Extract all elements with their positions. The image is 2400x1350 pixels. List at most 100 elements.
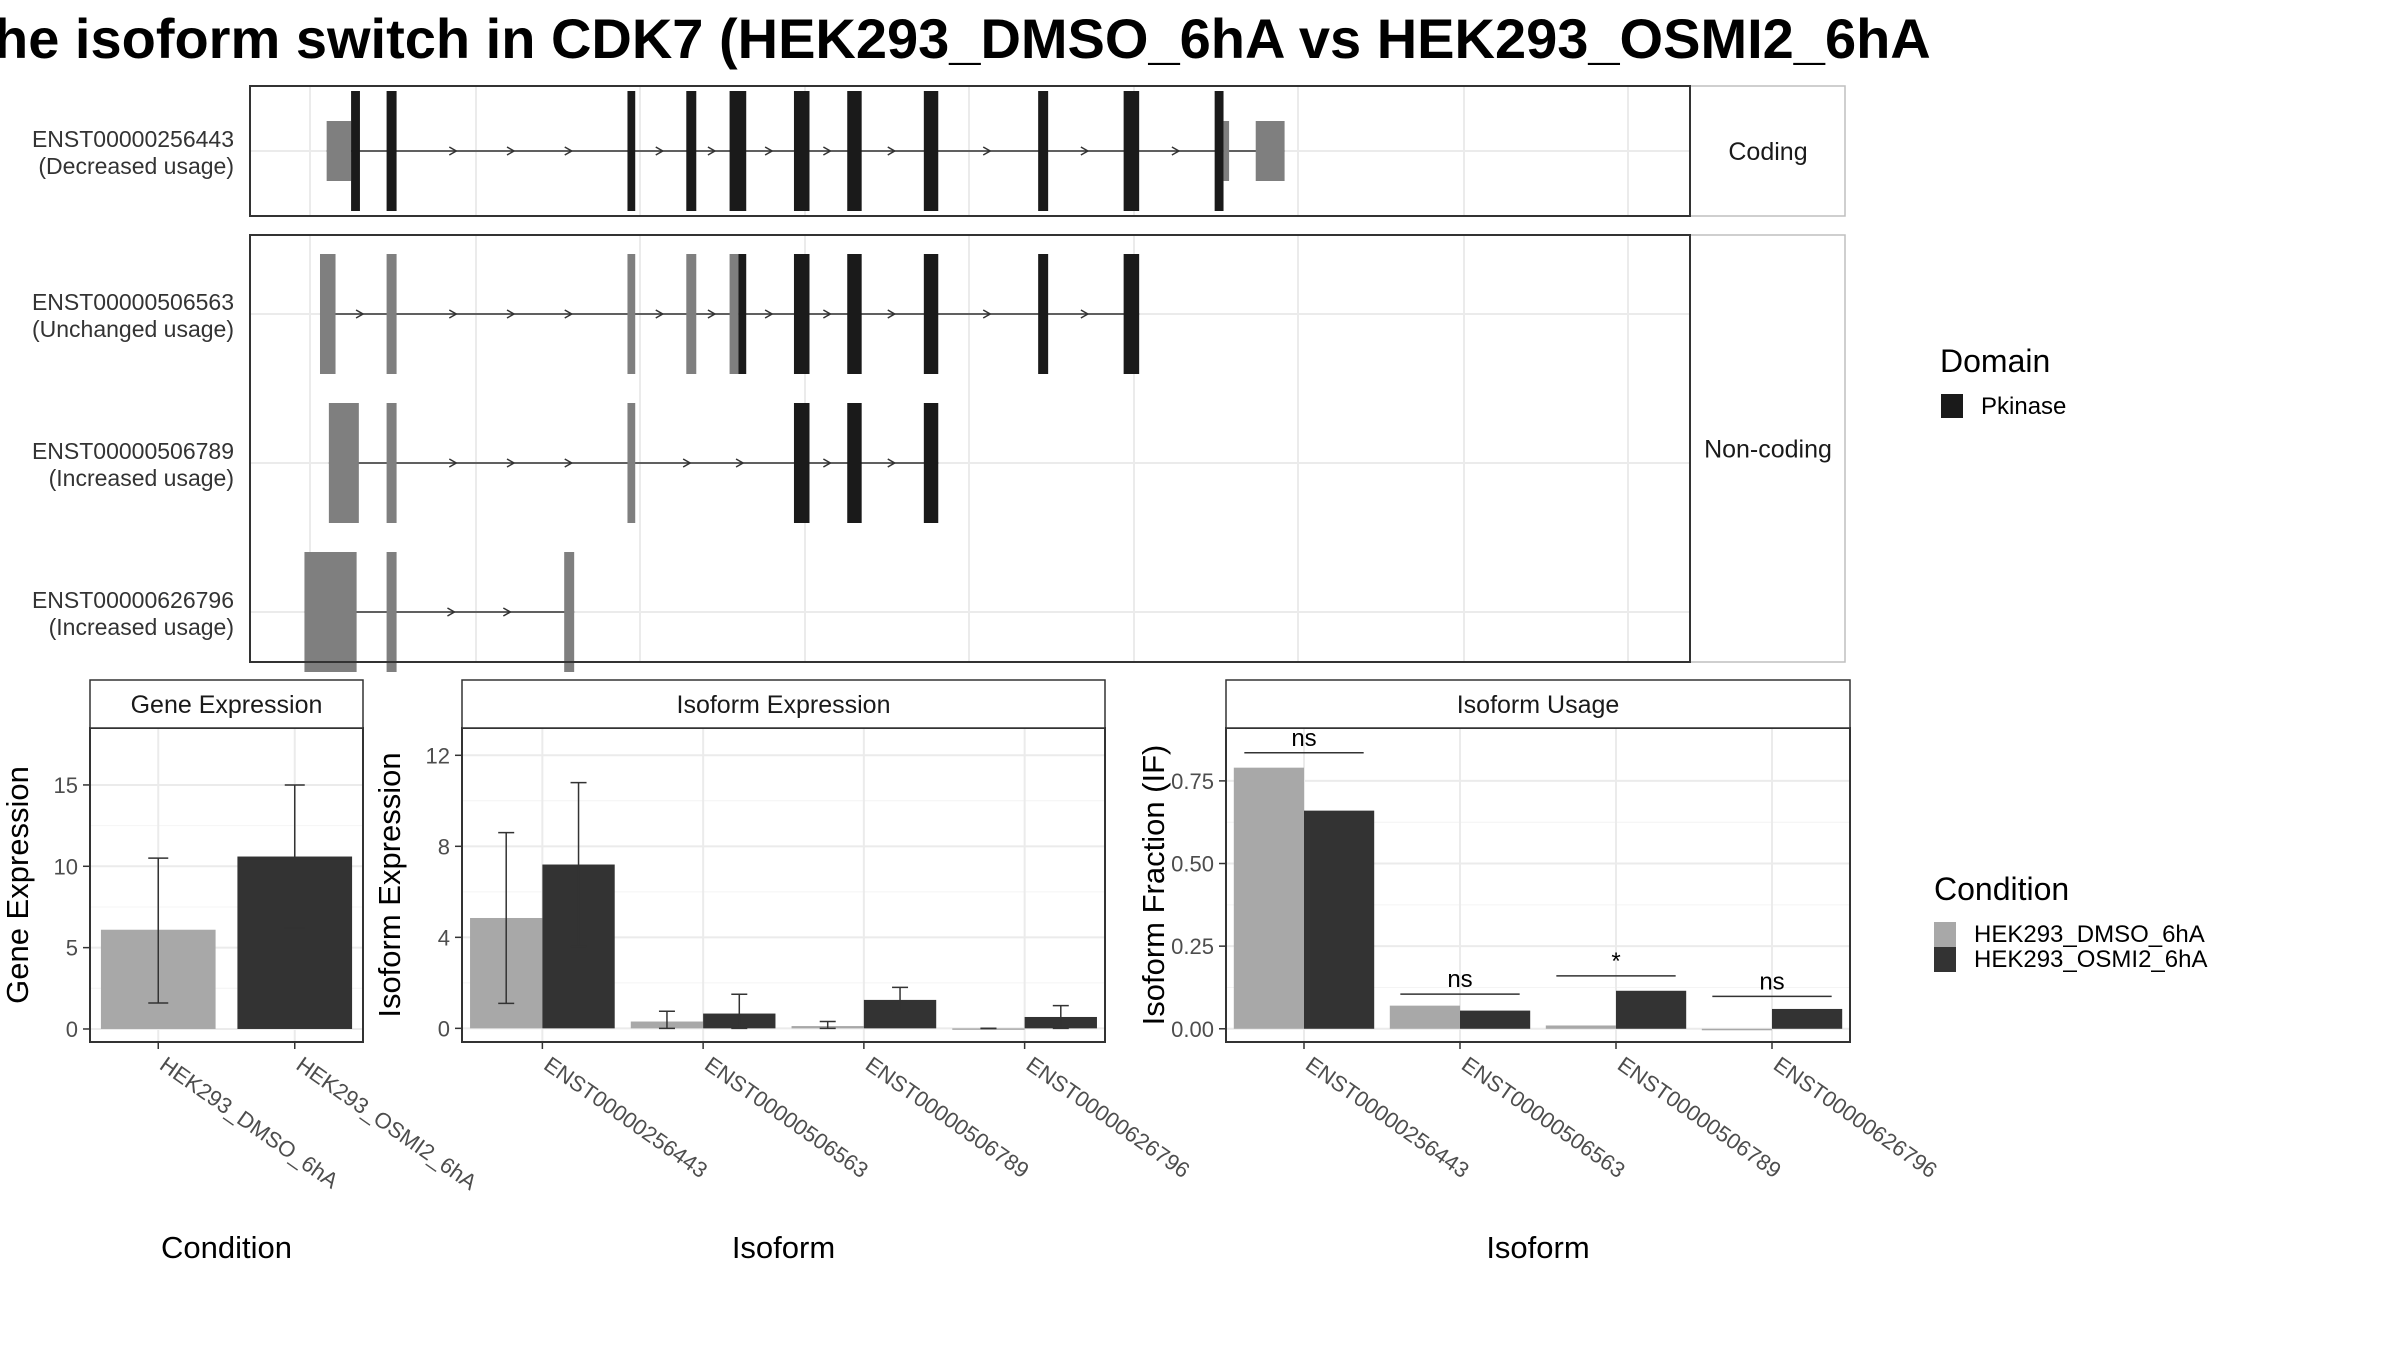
intron-arrow — [982, 146, 992, 156]
intron-arrow — [1171, 146, 1181, 156]
exon-block — [564, 552, 575, 672]
y-axis-title: Isoform Fraction (IF) — [1136, 745, 1171, 1026]
facet-strip — [1689, 234, 1846, 663]
bar — [1389, 1005, 1460, 1029]
intron-arrow — [822, 458, 832, 468]
x-tick-label: ENST00000506789 — [1613, 1052, 1786, 1183]
facet-strip-label: Non-coding — [1704, 436, 1832, 464]
exon-block — [923, 254, 939, 374]
exon-block — [627, 403, 636, 523]
transcript-id-label: ENST00000506789 — [32, 438, 234, 464]
transcript-usage-label: (Decreased usage) — [38, 153, 234, 179]
exon-block — [793, 91, 810, 211]
bar-panels: Gene Expression051015HEK293_DMSO_6hAHEK2… — [0, 679, 1942, 1265]
exon-block — [1255, 121, 1285, 181]
exon-block — [386, 403, 397, 523]
exon-block — [686, 91, 697, 211]
intron-arrow — [655, 309, 665, 319]
exon-block — [793, 254, 810, 374]
intron-arrow — [447, 607, 456, 617]
y-tick-label: 0 — [66, 1017, 78, 1042]
exon-block — [627, 91, 636, 211]
intron-arrow — [887, 458, 897, 468]
exon-block — [386, 254, 397, 374]
panel-strip — [89, 679, 364, 729]
exon-block — [923, 91, 939, 211]
intron-arrow — [707, 146, 717, 156]
x-tick-label: ENST00000506563 — [1457, 1052, 1630, 1183]
intron-arrow — [822, 146, 832, 156]
y-tick-label: 15 — [54, 773, 78, 798]
bar — [1772, 1008, 1843, 1029]
intron-arrow — [735, 458, 745, 468]
intron-arrow — [564, 458, 574, 468]
transcript-usage-label: (Increased usage) — [49, 614, 234, 640]
exon-block — [328, 403, 359, 523]
x-axis-title: Isoform — [1486, 1230, 1589, 1265]
exon-block — [847, 254, 862, 374]
structure-facet-border — [249, 234, 1691, 663]
intron-arrow — [682, 458, 692, 468]
intron-arrow — [564, 146, 574, 156]
x-tick-label: ENST00000256443 — [1301, 1052, 1474, 1183]
y-tick-label: 5 — [66, 936, 78, 961]
intron-arrow — [764, 146, 774, 156]
intron-arrow — [707, 309, 717, 319]
panel-strip — [461, 679, 1106, 729]
transcript-id-label: ENST00000256443 — [32, 126, 234, 152]
exon-block — [1223, 121, 1230, 181]
significance-label: ns — [1291, 725, 1316, 752]
legend-key — [1934, 922, 1956, 947]
exon-block — [1038, 91, 1049, 211]
intron-arrow — [502, 607, 512, 617]
exon-block — [1038, 254, 1049, 374]
structure-facet-border — [249, 85, 1691, 217]
exon-block — [729, 91, 747, 211]
x-tick-label: ENST00000256443 — [540, 1052, 713, 1183]
intron-arrow — [564, 309, 574, 319]
legend-key — [1934, 947, 1956, 972]
exon-block — [923, 403, 939, 523]
intron-arrow — [887, 146, 897, 156]
transcript-structure-panel: Coding Non-coding ENST00000256443(Decrease… — [32, 85, 1846, 672]
y-tick-label: 0.75 — [1171, 769, 1214, 794]
exon-block — [847, 403, 862, 523]
intron-arrow — [822, 309, 832, 319]
intron-arrow — [506, 458, 516, 468]
intron-arrow — [448, 146, 458, 156]
exon-block — [304, 552, 357, 672]
significance-label: ns — [1759, 968, 1784, 995]
exon-block — [386, 552, 397, 672]
x-tick-label: ENST00000506563 — [700, 1052, 873, 1183]
y-tick-label: 4 — [438, 925, 450, 950]
x-axis-title: Isoform — [732, 1230, 835, 1265]
legend-key — [1941, 394, 1963, 418]
bar — [1304, 810, 1375, 1029]
x-tick-label: ENST00000626796 — [1769, 1052, 1942, 1183]
intron-arrow — [448, 309, 458, 319]
transcript-id-label: ENST00000506563 — [32, 289, 234, 315]
significance-label: ns — [1447, 966, 1472, 993]
y-tick-label: 12 — [426, 743, 450, 768]
y-axis-title: Isoform Expression — [372, 752, 407, 1017]
x-tick-label: ENST00000626796 — [1022, 1052, 1195, 1183]
intron-arrow — [1080, 309, 1090, 319]
intron-arrow — [506, 309, 516, 319]
intron-arrow — [887, 309, 897, 319]
y-tick-label: 0 — [438, 1016, 450, 1041]
exon-block — [729, 254, 739, 374]
intron-arrow — [982, 309, 992, 319]
intron-arrow — [764, 309, 774, 319]
y-tick-label: 0.00 — [1171, 1017, 1214, 1042]
panel-strip — [1225, 679, 1851, 729]
intron-arrow — [1080, 146, 1090, 156]
legend-label: Pkinase — [1981, 393, 2066, 420]
exon-block — [319, 254, 336, 374]
intron-arrow — [448, 458, 458, 468]
facet-strip — [1689, 85, 1846, 217]
y-tick-label: 0.50 — [1171, 852, 1214, 877]
intron-arrow — [355, 309, 365, 319]
bar — [1701, 1028, 1772, 1031]
exon-block — [627, 254, 636, 374]
panel-title: Isoform Expression — [677, 691, 891, 719]
